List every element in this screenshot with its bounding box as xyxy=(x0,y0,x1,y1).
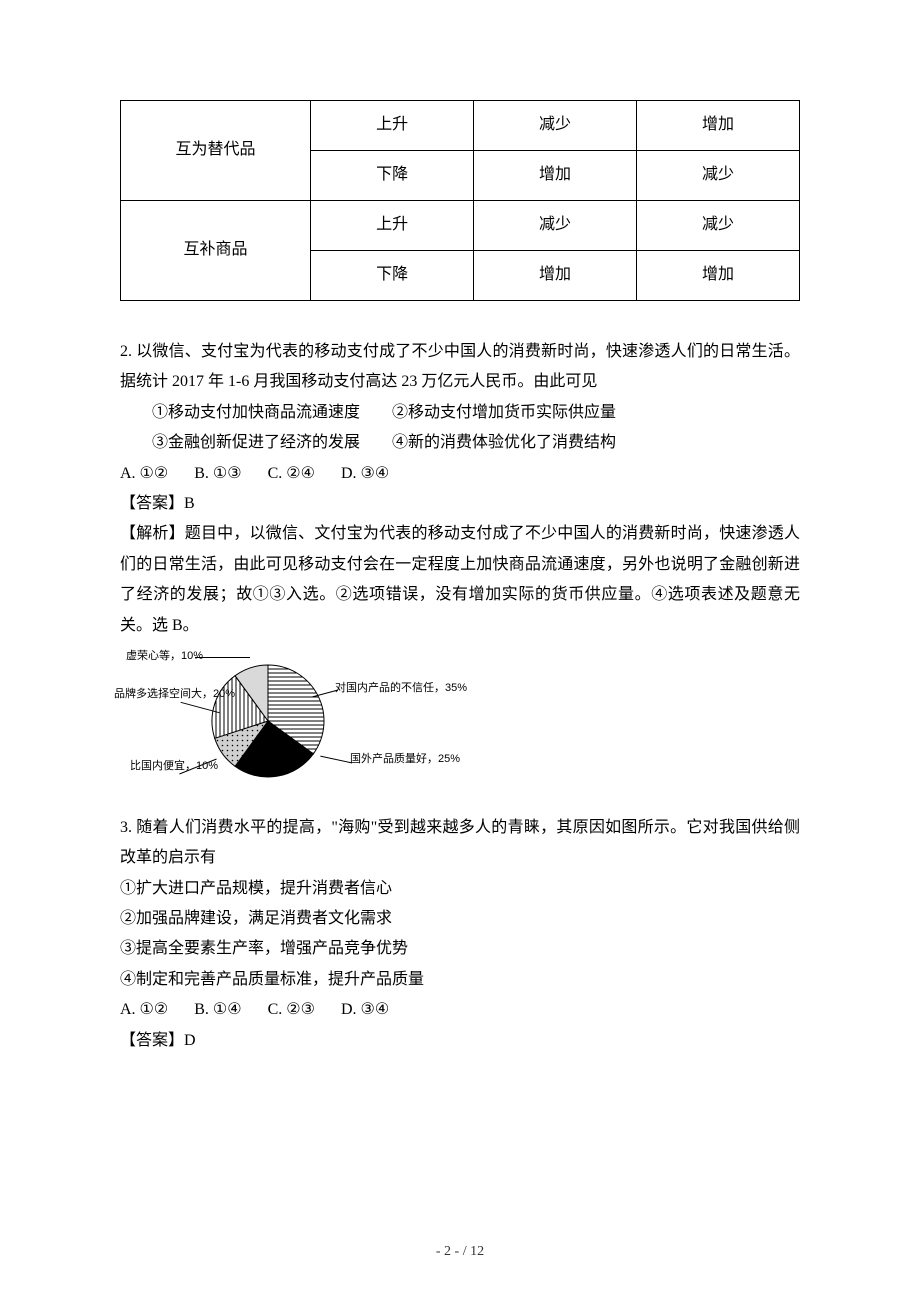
table-cell: 减少 xyxy=(474,101,637,151)
q3-choices: A. ①② B. ①④ C. ②③ D. ③④ xyxy=(120,995,800,1025)
leader-line xyxy=(195,657,250,658)
relation-table: 互为替代品 上升 减少 增加 下降 增加 减少 互补商品 上升 减少 减少 下降… xyxy=(120,100,800,301)
table-cell: 减少 xyxy=(637,151,800,201)
q2-stem: 2. 以微信、支付宝为代表的移动支付成了不少中国人的消费新时尚，快速渗透人们的日… xyxy=(120,337,800,398)
table-row-label: 互为替代品 xyxy=(121,101,311,201)
choice-d: D. ③④ xyxy=(341,465,389,482)
page-footer: - 2 - / 12 xyxy=(0,1239,920,1266)
choice-c: C. ②③ xyxy=(268,1001,315,1018)
q3-opt3: ③提高全要素生产率，增强产品竞争优势 xyxy=(120,934,800,964)
q3-answer: 【答案】D xyxy=(120,1026,800,1056)
table-cell: 上升 xyxy=(311,201,474,251)
pie-label-brand: 品牌多选择空间大，20% xyxy=(114,687,214,701)
q2-answer: 【答案】B xyxy=(120,489,800,519)
q3-opt2: ②加强品牌建设，满足消费者文化需求 xyxy=(120,904,800,934)
q3-stem: 3. 随着人们消费水平的提高，"海购"受到越来越多人的青睐，其原因如图所示。它对… xyxy=(120,813,800,874)
pie-label-quality: 国外产品质量好，25% xyxy=(350,752,470,766)
choice-c: C. ②④ xyxy=(268,465,315,482)
table-cell: 增加 xyxy=(474,151,637,201)
table-cell: 上升 xyxy=(311,101,474,151)
table-row-label: 互补商品 xyxy=(121,201,311,301)
q2-opts-line2: ③金融创新促进了经济的发展 ④新的消费体验优化了消费结构 xyxy=(120,428,800,458)
table-cell: 增加 xyxy=(637,251,800,301)
table-cell: 下降 xyxy=(311,151,474,201)
pie-chart: 虚荣心等，10% 品牌多选择空间大，20% 比国内便宜，10% 对国内产品的不信… xyxy=(120,649,450,809)
table-cell: 减少 xyxy=(637,201,800,251)
q2-choices: A. ①② B. ①③ C. ②④ D. ③④ xyxy=(120,459,800,489)
pie-label-vanity: 虚荣心等，10% xyxy=(126,649,203,663)
table-cell: 增加 xyxy=(637,101,800,151)
q3-opt1: ①扩大进口产品规模，提升消费者信心 xyxy=(120,874,800,904)
table-cell: 减少 xyxy=(474,201,637,251)
pie-label-distrust: 对国内产品的不信任，35% xyxy=(335,681,455,695)
pie-chart-svg xyxy=(210,663,326,779)
table-cell: 下降 xyxy=(311,251,474,301)
table-cell: 增加 xyxy=(474,251,637,301)
choice-b: B. ①③ xyxy=(194,465,241,482)
q3-opt4: ④制定和完善产品质量标准，提升产品质量 xyxy=(120,965,800,995)
q2-explain: 【解析】题目中，以微信、文付宝为代表的移动支付成了不少中国人的消费新时尚，快速渗… xyxy=(120,519,800,641)
choice-d: D. ③④ xyxy=(341,1001,389,1018)
choice-a: A. ①② xyxy=(120,465,168,482)
q2-opts-line1: ①移动支付加快商品流通速度 ②移动支付增加货币实际供应量 xyxy=(120,398,800,428)
choice-a: A. ①② xyxy=(120,1001,168,1018)
choice-b: B. ①④ xyxy=(194,1001,241,1018)
